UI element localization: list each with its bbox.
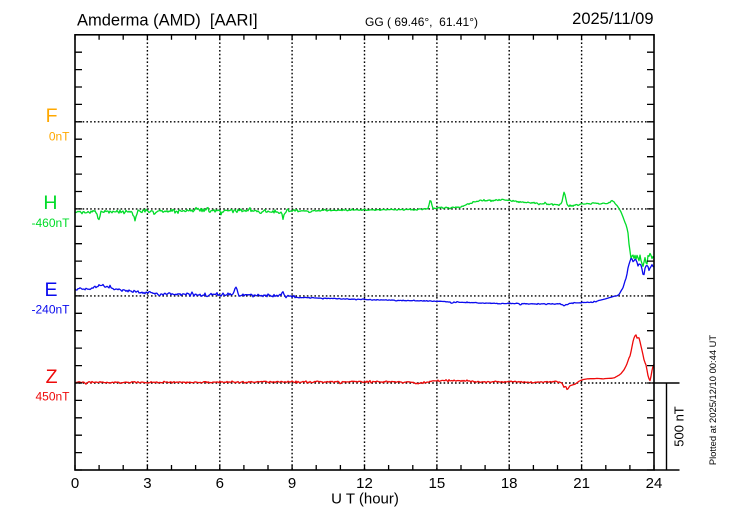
svg-text:U T (hour): U T (hour) [331,491,399,508]
svg-text:3: 3 [143,475,151,492]
svg-text:Amderma (AMD) [AARI]: Amderma (AMD) [AARI] [77,12,258,30]
svg-text:E: E [44,279,57,301]
svg-text:0nT: 0nT [49,130,70,144]
svg-text:F: F [46,105,58,127]
svg-text:500 nT: 500 nT [672,406,687,447]
svg-text:15: 15 [429,475,446,492]
svg-text:9: 9 [288,475,296,492]
svg-text:18: 18 [501,475,518,492]
svg-text:GG ( 69.46°, 61.41°): GG ( 69.46°, 61.41°) [365,15,478,29]
svg-text:-460nT: -460nT [31,216,70,230]
svg-text:-240nT: -240nT [31,303,70,317]
svg-text:450nT: 450nT [35,390,70,404]
svg-text:2025/11/09: 2025/11/09 [572,10,653,28]
svg-text:H: H [43,192,57,214]
svg-text:12: 12 [356,475,373,492]
svg-text:Z: Z [46,366,58,388]
svg-text:0: 0 [71,475,79,492]
svg-text:6: 6 [216,475,224,492]
svg-text:21: 21 [573,475,590,492]
svg-text:24: 24 [646,475,663,492]
svg-text:Plotted at 2025/12/10 00:44 UT: Plotted at 2025/12/10 00:44 UT [707,335,718,466]
